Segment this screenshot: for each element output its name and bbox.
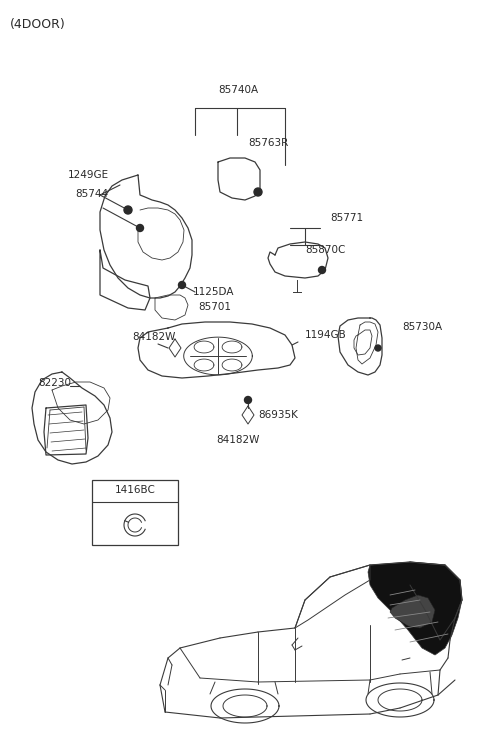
Bar: [92, 480, 178, 545]
Circle shape: [254, 188, 262, 196]
Text: 1249GE: 1249GE: [68, 170, 109, 180]
Text: 1416BC: 1416BC: [115, 485, 156, 495]
Circle shape: [179, 281, 185, 289]
Text: 85730A: 85730A: [402, 322, 442, 332]
Text: 85870C: 85870C: [305, 245, 346, 255]
Text: 85771: 85771: [330, 213, 363, 223]
Text: 82230: 82230: [38, 378, 71, 388]
Text: 86935K: 86935K: [258, 410, 298, 420]
Circle shape: [136, 224, 144, 232]
Text: 84182W: 84182W: [132, 332, 175, 342]
Text: 1125DA: 1125DA: [193, 287, 235, 297]
Polygon shape: [368, 562, 462, 655]
Text: 84182W: 84182W: [216, 435, 260, 445]
Circle shape: [244, 397, 252, 403]
Circle shape: [124, 206, 132, 214]
Text: 85740A: 85740A: [218, 85, 258, 95]
Text: 85763R: 85763R: [248, 138, 288, 148]
Circle shape: [375, 345, 381, 351]
Circle shape: [319, 267, 325, 273]
Text: (4DOOR): (4DOOR): [10, 18, 66, 31]
Text: 85701: 85701: [198, 302, 231, 312]
Text: 85744: 85744: [75, 189, 108, 199]
Text: 1194GB: 1194GB: [305, 330, 347, 340]
Polygon shape: [390, 595, 435, 628]
